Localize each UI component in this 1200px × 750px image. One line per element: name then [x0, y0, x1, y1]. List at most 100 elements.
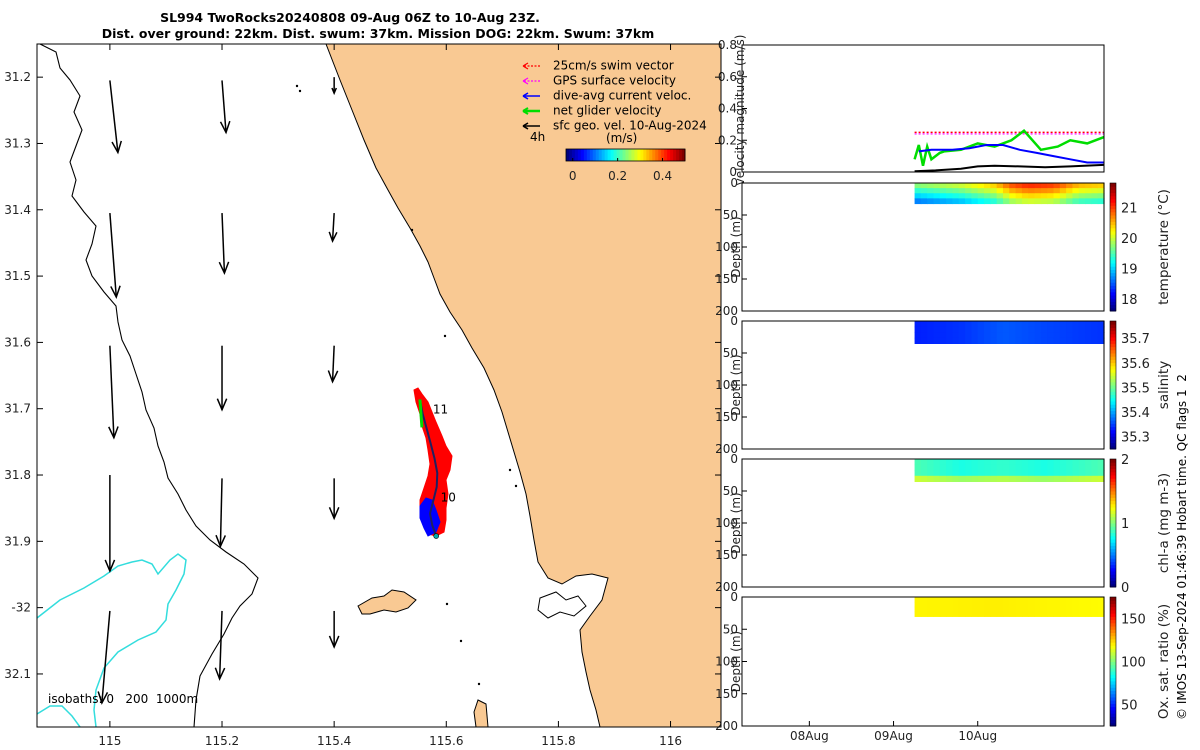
section-cell [990, 459, 998, 466]
section-cell [1085, 332, 1092, 339]
section-cell [1015, 464, 1023, 471]
colorbar-frame [1109, 182, 1117, 312]
colorbar-label: (m/s) [606, 131, 637, 145]
section-cell [1002, 475, 1010, 482]
section-cell [1059, 188, 1067, 194]
section-cell [1053, 198, 1061, 205]
section-cell [1040, 475, 1048, 482]
section-cell [1015, 337, 1023, 344]
geo-vector-shaft [101, 610, 111, 704]
section-cell [946, 597, 954, 603]
section-cell [977, 475, 985, 482]
section-cell [1002, 321, 1010, 328]
section-cell [1009, 475, 1017, 482]
panel-frame [741, 44, 1105, 173]
section-cell [965, 464, 973, 471]
colorbar-swatch [1110, 202, 1116, 206]
section-cell [958, 193, 966, 199]
section-cell [1040, 470, 1048, 477]
section-cell [927, 188, 935, 194]
section-cell [1002, 183, 1010, 189]
geo-vector-arrow [214, 610, 226, 681]
colorbar-swatch [1110, 687, 1116, 692]
colorbar-frame [565, 148, 686, 162]
section-cell [958, 597, 966, 603]
geo-vector-shaft [109, 213, 118, 298]
colorbar-swatch [1110, 375, 1116, 380]
colorbar-swatch [1110, 684, 1116, 688]
section-cell [971, 193, 979, 199]
section-cell [984, 475, 991, 482]
section-cell [1066, 326, 1074, 333]
section-cell [984, 470, 991, 477]
section-cell [1097, 188, 1105, 194]
colorbar-swatch [1110, 713, 1116, 717]
section-cell [927, 326, 935, 333]
colorbar-swatch [1110, 359, 1116, 364]
section-cell [1028, 198, 1036, 205]
colorbar-swatch [1110, 356, 1116, 360]
section-cell [1047, 464, 1055, 471]
colorbar-swatch [1110, 597, 1116, 601]
section-cell [977, 326, 985, 333]
section-cell [1085, 193, 1092, 199]
section-cell [933, 193, 941, 199]
section-cell [984, 337, 991, 344]
section-cell [1053, 332, 1061, 339]
section-cell [1009, 326, 1017, 333]
section-cell [914, 188, 922, 194]
section-cell [984, 332, 991, 339]
section-cell [1047, 470, 1055, 477]
section-cell [1072, 321, 1080, 328]
colorbar-swatch [1110, 690, 1116, 695]
colorbar-swatch [1110, 716, 1116, 721]
section-cell [952, 332, 960, 339]
section-cell [933, 188, 941, 194]
section-cell [1072, 464, 1080, 471]
section-cell [1097, 597, 1105, 603]
section-cell [977, 597, 985, 603]
section-cell [1021, 470, 1029, 477]
section-cell [1091, 326, 1099, 333]
section-cell [1015, 601, 1023, 608]
section-cell [1028, 459, 1036, 466]
section-cell [1028, 183, 1036, 189]
section-cell [946, 459, 954, 466]
section-cell [1040, 606, 1048, 613]
section-cell [1097, 470, 1105, 477]
map-x-tick-label: 116 [659, 734, 682, 748]
section-cell [1021, 321, 1029, 328]
section-cell [965, 198, 973, 205]
velocity-series-net-glider [913, 129, 1105, 166]
section-cell [952, 459, 960, 466]
section-cell [914, 321, 922, 328]
geo-vector-arrow [108, 345, 119, 440]
colorbar-swatch [1110, 199, 1116, 203]
section-cell [927, 464, 935, 471]
colorbar-swatch [1110, 272, 1116, 277]
colorbar-swatch [1110, 439, 1116, 444]
section-cell [920, 321, 928, 328]
section-cell [1009, 193, 1017, 199]
colorbar-swatch [1110, 680, 1116, 685]
oxygen-panel: 0 50 100 150 200 Depth (m) 50 100 150 Ox. sat. ra… [715, 590, 1172, 743]
section-cell [1097, 611, 1105, 617]
colorbar-swatch [1110, 545, 1116, 550]
section-cell [958, 183, 966, 189]
section-cell [1021, 332, 1029, 339]
section-cell [933, 321, 941, 328]
section-cell [1009, 611, 1017, 617]
section-cell [946, 611, 954, 617]
depth-tick-label: 0 [730, 176, 738, 190]
colorbar-frame [1109, 458, 1117, 588]
geo-vector-arrow [218, 213, 230, 276]
colorbar-swatch [1110, 189, 1116, 194]
colorbar-swatch [1110, 542, 1116, 546]
section-cell [1078, 332, 1086, 339]
colorbar-swatch [1110, 445, 1116, 450]
colorbar-swatch [1110, 205, 1116, 210]
section-cell [965, 337, 973, 344]
section-cell [939, 601, 947, 608]
geo-vector-arrow [219, 80, 231, 135]
